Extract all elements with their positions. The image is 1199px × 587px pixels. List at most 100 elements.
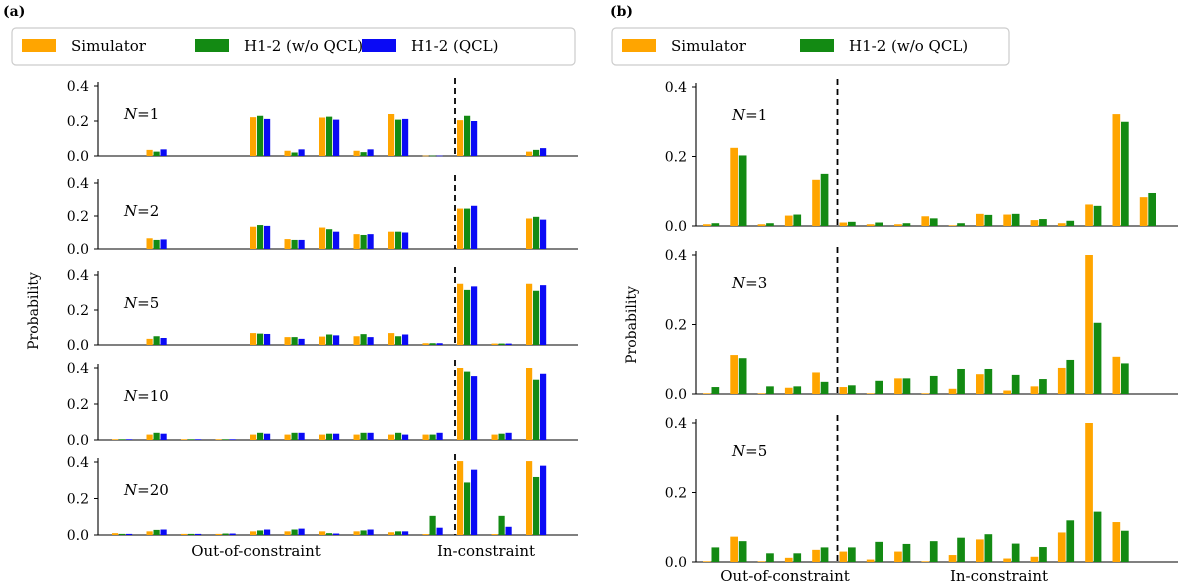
legend: Simulator H1-2 (w/o QCL) H1-2 (QCL) (11, 27, 576, 66)
bar-simulator (319, 336, 326, 345)
bar-h1-2-w-o-qcl- (957, 368, 965, 394)
y-tick-label: 0.0 (67, 149, 89, 165)
bar-h1-2-qcl- (505, 343, 512, 345)
y-tick-label: 0.2 (67, 114, 89, 130)
subplot-N-2: 0.0 0.2 0.4 N=2 (67, 175, 578, 258)
bar-h1-2-w-o-qcl- (793, 386, 802, 394)
bar-simulator (1112, 356, 1121, 394)
bar-h1-2-qcl- (160, 338, 167, 345)
bar-h1-2-w-o-qcl- (153, 151, 160, 156)
legend-swatch-h1-2-qcl- (362, 39, 396, 52)
bar-simulator (319, 531, 326, 535)
bar-h1-2-w-o-qcl- (957, 537, 965, 562)
bar-h1-2-qcl- (402, 334, 409, 345)
bar-simulator (284, 531, 291, 535)
bar-h1-2-qcl- (264, 333, 271, 345)
legend-label: H1-2 (w/o QCL) (849, 37, 968, 55)
subplot-N-3: 0.0 0.2 0.4 N=3 (665, 247, 1178, 403)
bar-simulator (866, 224, 875, 226)
y-tick-label: 0.4 (665, 80, 687, 96)
bar-h1-2-w-o-qcl- (929, 541, 938, 562)
bar-simulator (181, 533, 188, 535)
bar-h1-2-w-o-qcl- (1066, 220, 1075, 226)
bar-simulator (784, 215, 793, 226)
bar-h1-2-qcl- (264, 529, 271, 535)
bar-h1-2-qcl- (229, 439, 236, 440)
bar-h1-2-w-o-qcl- (1066, 520, 1075, 562)
bar-h1-2-w-o-qcl- (360, 432, 367, 440)
legend-label: H1-2 (w/o QCL) (244, 37, 363, 55)
bar-h1-2-qcl- (436, 155, 443, 157)
bar-h1-2-w-o-qcl- (464, 115, 471, 156)
bar-h1-2-w-o-qcl- (153, 432, 160, 440)
bar-h1-2-qcl- (402, 232, 409, 249)
legend-swatch-simulator (22, 39, 56, 52)
bar-h1-2-w-o-qcl- (498, 343, 505, 345)
bar-h1-2-w-o-qcl- (429, 434, 436, 440)
y-tick-label: 0.4 (67, 268, 89, 284)
bar-h1-2-qcl- (333, 433, 340, 440)
bar-simulator (353, 531, 360, 535)
bar-simulator (703, 561, 711, 562)
subplot-N-1: 0.0 0.2 0.4 N=1 (665, 79, 1178, 235)
legend-label: Simulator (671, 37, 747, 55)
bar-h1-2-w-o-qcl- (848, 547, 856, 562)
bar-simulator (353, 434, 360, 440)
bar-simulator (1057, 223, 1066, 226)
bar-h1-2-w-o-qcl- (429, 515, 436, 535)
bar-h1-2-w-o-qcl- (1066, 359, 1075, 394)
bar-simulator (1003, 558, 1011, 562)
legend-swatch-simulator (622, 39, 656, 52)
bar-h1-2-qcl- (540, 219, 547, 249)
bar-h1-2-qcl- (505, 526, 512, 535)
bar-simulator (703, 393, 711, 394)
bar-simulator (1057, 532, 1066, 562)
y-axis-label: Probability (624, 286, 640, 364)
y-tick-label: 0.2 (67, 303, 89, 319)
bar-h1-2-qcl- (160, 149, 167, 156)
bar-h1-2-w-o-qcl- (360, 334, 367, 345)
bar-h1-2-qcl- (471, 121, 478, 156)
bar-h1-2-qcl- (333, 335, 340, 345)
bar-h1-2-qcl- (298, 239, 305, 249)
bar-simulator (181, 439, 188, 440)
bar-h1-2-w-o-qcl- (820, 173, 829, 226)
bar-h1-2-w-o-qcl- (1121, 530, 1129, 562)
x-axis-group-label: In-constraint (437, 542, 535, 560)
bar-h1-2-w-o-qcl- (326, 334, 333, 345)
bar-h1-2-w-o-qcl- (291, 337, 298, 345)
legend-label: H1-2 (QCL) (411, 37, 498, 55)
y-tick-label: 0.2 (67, 492, 89, 508)
bar-h1-2-w-o-qcl- (875, 380, 883, 394)
bar-h1-2-w-o-qcl- (395, 119, 402, 156)
bar-h1-2-qcl- (264, 118, 271, 156)
bar-simulator (250, 117, 257, 156)
bar-simulator (526, 368, 533, 440)
bar-h1-2-w-o-qcl- (711, 387, 720, 394)
n-label: N=5 (123, 294, 159, 312)
bar-simulator (976, 539, 984, 562)
bar-simulator (388, 434, 395, 440)
bar-simulator (730, 147, 738, 226)
bar-h1-2-w-o-qcl- (533, 149, 540, 156)
bar-simulator (353, 150, 360, 156)
bar-simulator (730, 355, 738, 394)
n-label: N=10 (123, 387, 169, 405)
bar-h1-2-qcl- (505, 432, 512, 440)
y-tick-label: 0.0 (665, 555, 687, 571)
bar-h1-2-qcl- (402, 531, 409, 535)
bar-simulator (250, 333, 257, 345)
bar-h1-2-qcl- (471, 205, 478, 249)
bar-h1-2-w-o-qcl- (711, 223, 720, 226)
bar-h1-2-w-o-qcl- (1093, 511, 1102, 562)
bar-h1-2-w-o-qcl- (119, 439, 126, 440)
bar-h1-2-w-o-qcl- (464, 371, 471, 440)
bar-h1-2-w-o-qcl- (929, 218, 938, 226)
bar-h1-2-w-o-qcl- (222, 439, 229, 440)
bar-simulator (948, 555, 957, 562)
bar-simulator (894, 224, 902, 226)
bar-h1-2-qcl- (471, 286, 478, 345)
bar-simulator (703, 224, 711, 226)
bar-h1-2-w-o-qcl- (984, 214, 993, 226)
y-tick-label: 0.2 (67, 209, 89, 225)
